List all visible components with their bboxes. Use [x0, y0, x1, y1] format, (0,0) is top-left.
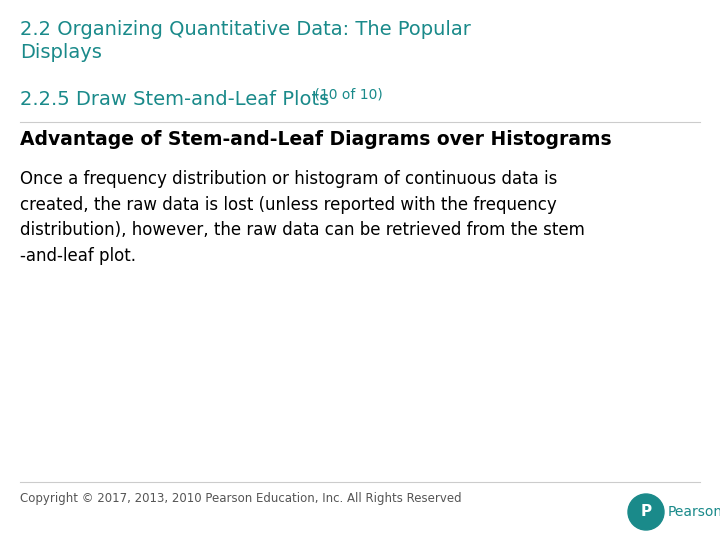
- Text: Advantage of Stem-and-Leaf Diagrams over Histograms: Advantage of Stem-and-Leaf Diagrams over…: [20, 130, 611, 149]
- Text: Once a frequency distribution or histogram of continuous data is
created, the ra: Once a frequency distribution or histogr…: [20, 170, 585, 265]
- Text: Pearson: Pearson: [668, 505, 720, 519]
- Text: Copyright © 2017, 2013, 2010 Pearson Education, Inc. All Rights Reserved: Copyright © 2017, 2013, 2010 Pearson Edu…: [20, 492, 462, 505]
- Text: 2.2 Organizing Quantitative Data: The Popular
Displays: 2.2 Organizing Quantitative Data: The Po…: [20, 20, 471, 63]
- Text: (10 of 10): (10 of 10): [310, 88, 383, 102]
- Circle shape: [628, 494, 664, 530]
- Text: 2.2.5 Draw Stem-and-Leaf Plots: 2.2.5 Draw Stem-and-Leaf Plots: [20, 90, 329, 109]
- Text: P: P: [640, 504, 652, 519]
